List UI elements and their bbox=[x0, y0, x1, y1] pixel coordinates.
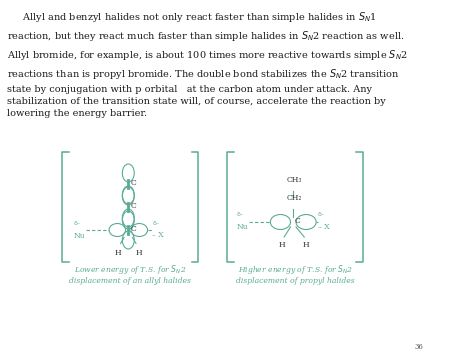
Text: δ–: δ– bbox=[73, 221, 80, 226]
Text: H: H bbox=[115, 249, 121, 257]
Text: H: H bbox=[279, 241, 285, 249]
Text: C: C bbox=[130, 202, 136, 210]
Text: – X: – X bbox=[318, 223, 329, 231]
Text: Lower energy of T.S. for $S_N$2: Lower energy of T.S. for $S_N$2 bbox=[74, 263, 186, 276]
Text: displacement of propyl halides: displacement of propyl halides bbox=[236, 277, 355, 285]
Text: δ–: δ– bbox=[318, 212, 325, 217]
Text: displacement of an allyl halides: displacement of an allyl halides bbox=[69, 277, 191, 285]
Text: CH₃: CH₃ bbox=[286, 176, 302, 184]
Text: C: C bbox=[130, 179, 136, 187]
Text: H: H bbox=[136, 249, 143, 257]
Text: Higher energy of T.S. for $S_N$2: Higher energy of T.S. for $S_N$2 bbox=[237, 263, 353, 276]
Text: Allyl and benzyl halides not only react faster than simple halides in $\mathit{S: Allyl and benzyl halides not only react … bbox=[7, 10, 408, 119]
Text: Nu: Nu bbox=[73, 232, 85, 240]
Text: C: C bbox=[294, 217, 300, 225]
Text: 36: 36 bbox=[414, 343, 423, 351]
Text: Nu: Nu bbox=[237, 223, 248, 231]
Text: CH₂: CH₂ bbox=[286, 194, 302, 202]
Text: δ–: δ– bbox=[152, 221, 159, 226]
Text: C: C bbox=[130, 225, 136, 233]
Text: H: H bbox=[303, 241, 310, 249]
Text: δ–: δ– bbox=[237, 212, 244, 217]
Text: – X: – X bbox=[152, 231, 164, 239]
